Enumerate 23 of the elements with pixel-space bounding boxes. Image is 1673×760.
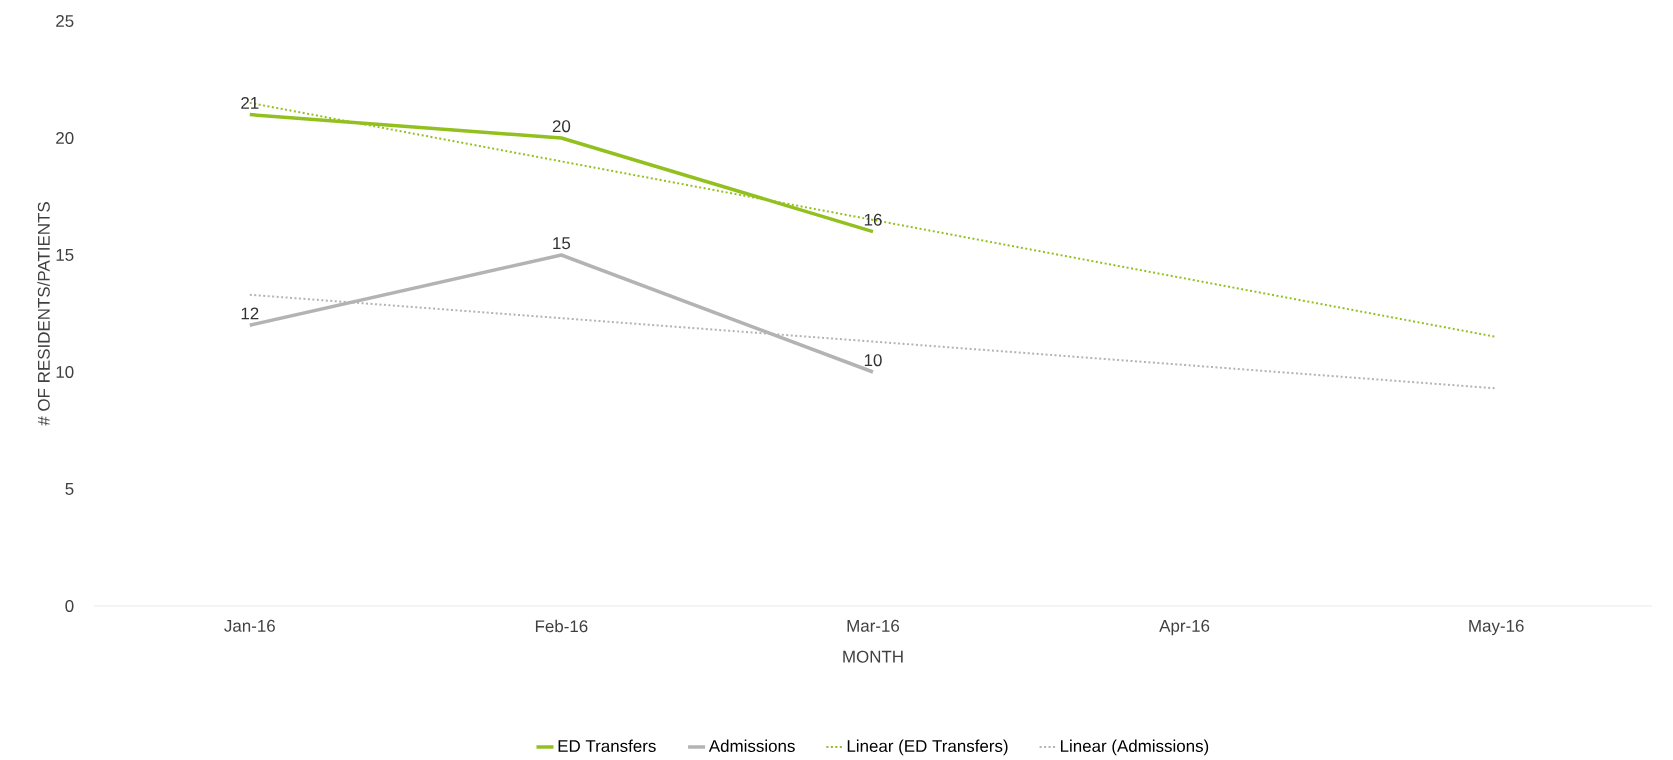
x-tick-label: Apr-16 [1159,619,1210,636]
x-tick-label: Mar-16 [847,619,900,632]
data-label: 20 [552,120,571,133]
y-tick-label: 20 [56,132,74,144]
data-label: 15 [553,237,571,250]
y-tick-label: 15 [56,249,74,261]
legend-label: ED Transfers [558,739,656,753]
legend-label: Linear (Admissions) [1060,739,1209,756]
x-axis-title: MONTH [843,650,903,663]
y-tick-label: 10 [56,366,74,378]
x-tick-label: May-16 [1469,619,1524,636]
y-tick-label: 0 [65,600,74,612]
legend-label: Linear (ED Transfers) [847,739,1008,756]
data-label: 12 [241,307,259,320]
y-axis-title: # OF RESIDENTS/PATIENTS [37,202,50,426]
y-tick-label: 5 [65,483,74,495]
x-tick-label: Jan-16 [224,619,275,632]
x-tick-label: Feb-16 [535,619,588,633]
data-label: 16 [864,213,882,226]
data-label: 21 [241,96,259,109]
y-tick-label: 25 [56,15,74,27]
legend-label: Admissions [708,739,795,753]
data-label: 10 [864,354,882,367]
